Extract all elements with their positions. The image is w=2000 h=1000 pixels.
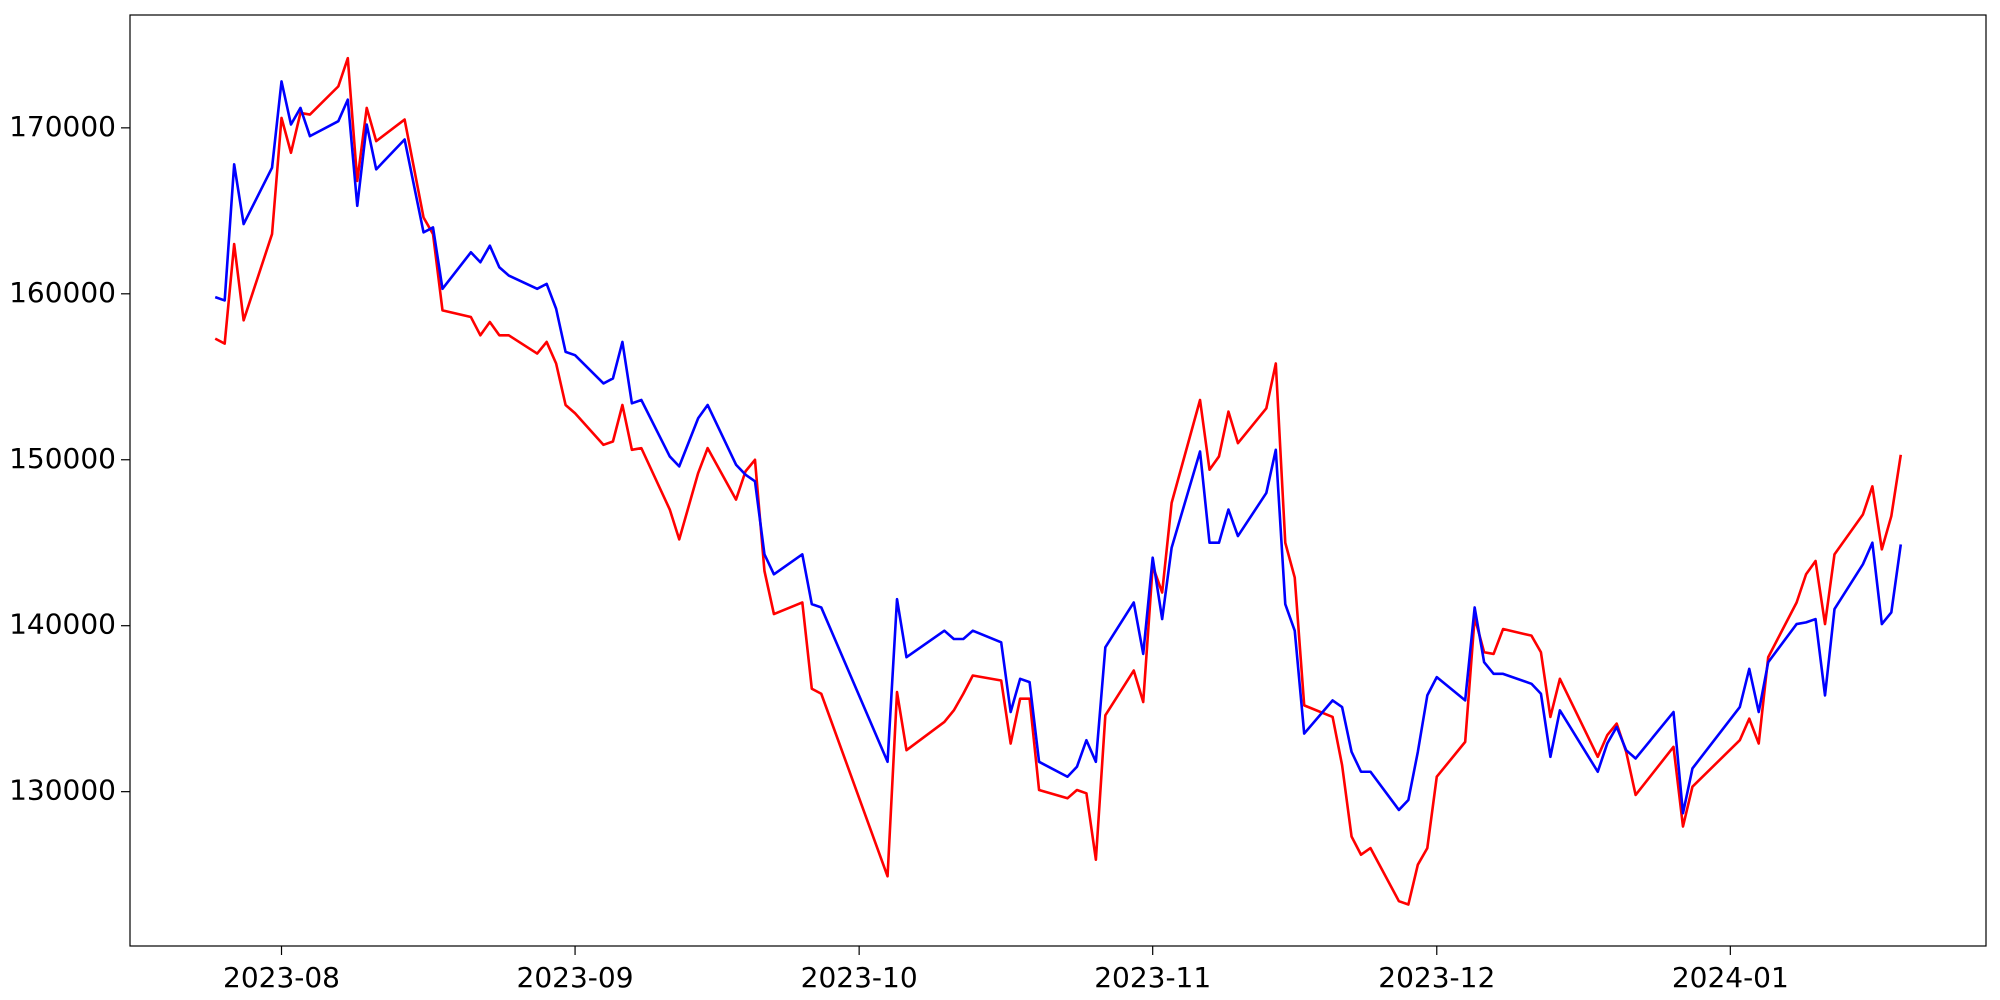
y-tick-label: 150000: [9, 442, 116, 475]
y-tick-label: 160000: [9, 276, 116, 309]
x-tick-label: 2023-08: [223, 961, 340, 994]
y-tick-label: 140000: [9, 608, 116, 641]
x-tick-label: 2023-12: [1378, 961, 1495, 994]
plot-frame: [129, 14, 1987, 947]
y-tick-label: 170000: [9, 110, 116, 143]
series-line: [214, 80, 1903, 815]
y-tick-label: 130000: [9, 774, 116, 807]
series-line: [214, 56, 1903, 906]
x-tick-label: 2023-09: [517, 961, 634, 994]
x-tick-label: 2023-11: [1094, 961, 1211, 994]
x-tick-label: 2023-10: [801, 961, 918, 994]
x-tick-label: 2024-01: [1672, 961, 1789, 994]
